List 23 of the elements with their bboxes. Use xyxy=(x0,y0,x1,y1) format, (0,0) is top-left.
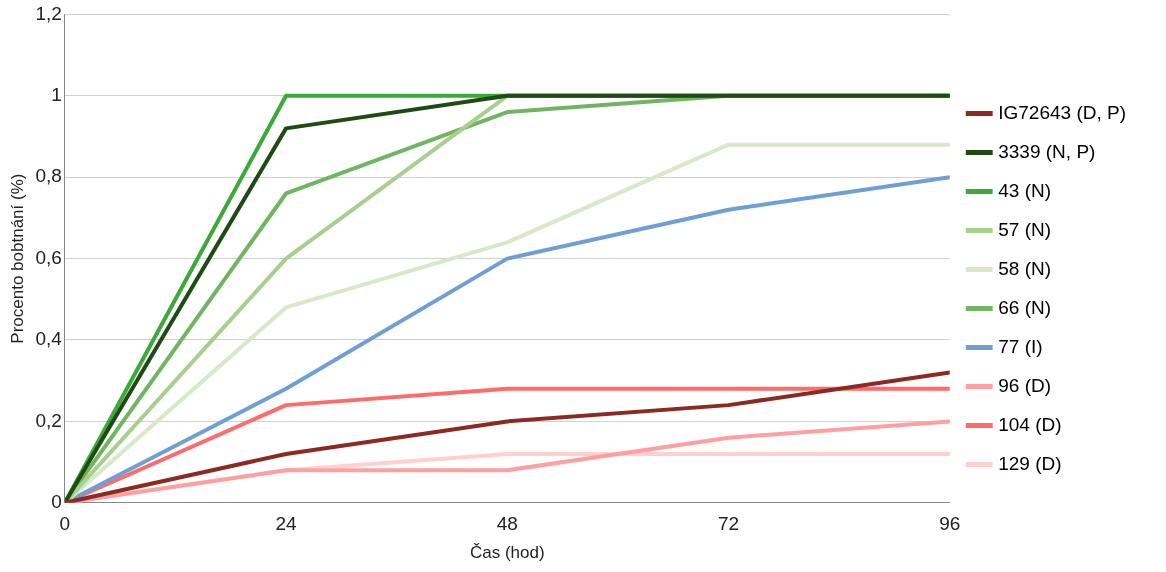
legend-label: 66 (N) xyxy=(998,296,1052,318)
x-tick-label: 96 xyxy=(939,513,961,535)
legend-label: 57 (N) xyxy=(998,218,1052,240)
x-tick-label: 72 xyxy=(717,513,740,535)
y-tick-label: 0,4 xyxy=(35,328,63,350)
y-tick-label: 0,2 xyxy=(35,409,62,431)
y-tick-label: 0,6 xyxy=(35,246,62,268)
x-tick-label: 48 xyxy=(496,513,518,535)
legend-label: IG72643 (D, P) xyxy=(998,101,1126,123)
legend-label: 58 (N) xyxy=(998,257,1052,279)
legend-label: 129 (D) xyxy=(998,452,1062,474)
y-axis-title: Procento bobtnání (%) xyxy=(7,173,27,344)
y-tick-label: 1,2 xyxy=(35,2,62,24)
legend-label: 3339 (N, P) xyxy=(998,140,1096,162)
legend-label: 43 (N) xyxy=(998,179,1052,201)
x-tick-label: 24 xyxy=(275,513,298,535)
legend-label: 104 (D) xyxy=(998,413,1062,435)
legend-label: 77 (I) xyxy=(998,335,1043,357)
x-axis-title: Čas (hod) xyxy=(469,543,545,563)
y-tick-label: 0 xyxy=(51,491,62,513)
legend-label: 96 (D) xyxy=(998,374,1052,396)
y-tick-label: 1 xyxy=(51,84,62,106)
y-tick-label: 0,8 xyxy=(35,165,62,187)
